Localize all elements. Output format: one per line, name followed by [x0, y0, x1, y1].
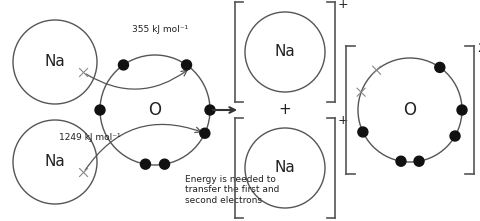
Circle shape [435, 62, 445, 72]
Circle shape [245, 128, 325, 208]
Circle shape [181, 60, 192, 70]
Text: O: O [404, 101, 417, 119]
Circle shape [358, 58, 462, 162]
Text: Na: Na [45, 154, 65, 170]
Text: 2⁻: 2⁻ [477, 42, 480, 55]
Circle shape [396, 156, 406, 166]
Circle shape [457, 105, 467, 115]
Text: 1249 kJ mol⁻¹: 1249 kJ mol⁻¹ [59, 133, 121, 143]
Circle shape [205, 105, 215, 115]
Text: Na: Na [275, 44, 295, 59]
Text: +: + [338, 114, 348, 126]
Text: +: + [338, 0, 348, 11]
Circle shape [13, 120, 97, 204]
Circle shape [119, 60, 129, 70]
Circle shape [100, 55, 210, 165]
Circle shape [450, 131, 460, 141]
Circle shape [245, 12, 325, 92]
Circle shape [358, 127, 368, 137]
Text: O: O [148, 101, 161, 119]
Circle shape [414, 156, 424, 166]
Text: Na: Na [275, 160, 295, 175]
Circle shape [13, 20, 97, 104]
Circle shape [141, 159, 150, 169]
Text: Energy is needed to
transfer the first and
second electrons: Energy is needed to transfer the first a… [185, 175, 279, 205]
Circle shape [159, 159, 169, 169]
Circle shape [200, 128, 210, 138]
Text: +: + [278, 103, 291, 118]
Circle shape [95, 105, 105, 115]
Text: Na: Na [45, 55, 65, 69]
Text: 355 kJ mol⁻¹: 355 kJ mol⁻¹ [132, 25, 188, 34]
